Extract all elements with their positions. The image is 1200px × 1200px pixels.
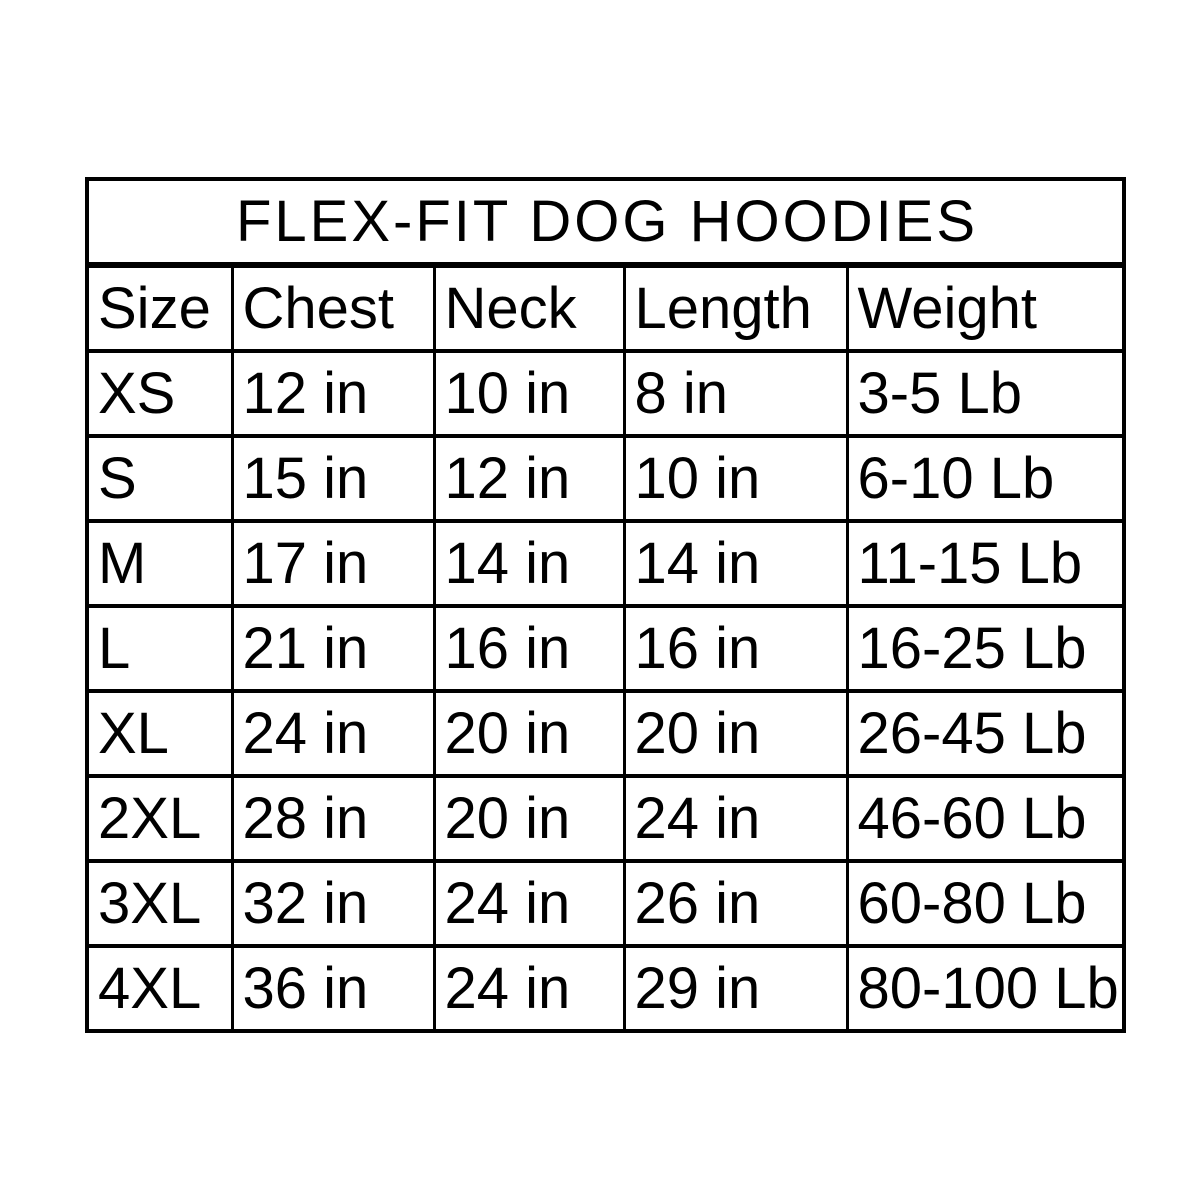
table-cell: 16-25 Lb	[845, 604, 1126, 693]
table-cell: 12 in	[230, 349, 436, 438]
table-row-3xl: 3XL 32 in 24 in 26 in 60-80 Lb	[85, 859, 1126, 948]
table-cell: 21 in	[230, 604, 436, 693]
table-cell: 8 in	[622, 349, 849, 438]
table-row-m: M 17 in 14 in 14 in 11-15 Lb	[85, 519, 1126, 608]
table-cell: 26-45 Lb	[845, 689, 1126, 778]
table-cell: 15 in	[230, 434, 436, 523]
table-cell: XS	[85, 349, 234, 438]
table-cell: 26 in	[622, 859, 849, 948]
table-cell: 17 in	[230, 519, 436, 608]
table-cell: 3XL	[85, 859, 234, 948]
column-header-weight: Weight	[845, 263, 1126, 353]
table-cell: 24 in	[622, 774, 849, 863]
table-cell: 80-100 Lb	[845, 944, 1126, 1033]
table-cell: 2XL	[85, 774, 234, 863]
table-cell: 10 in	[622, 434, 849, 523]
table-cell: 24 in	[432, 859, 626, 948]
table-cell: 32 in	[230, 859, 436, 948]
column-header-length: Length	[622, 263, 849, 353]
table-cell: 14 in	[622, 519, 849, 608]
column-header-size: Size	[85, 263, 234, 353]
table-cell: 60-80 Lb	[845, 859, 1126, 948]
table-cell: 20 in	[432, 774, 626, 863]
table-row-2xl: 2XL 28 in 20 in 24 in 46-60 Lb	[85, 774, 1126, 863]
table-cell: S	[85, 434, 234, 523]
table-row-xs: XS 12 in 10 in 8 in 3-5 Lb	[85, 349, 1126, 438]
header-row: Size Chest Neck Length Weight	[85, 263, 1126, 353]
table-row-xl: XL 24 in 20 in 20 in 26-45 Lb	[85, 689, 1126, 778]
table-cell: 12 in	[432, 434, 626, 523]
table-cell: M	[85, 519, 234, 608]
table-cell: 24 in	[230, 689, 436, 778]
table-cell: XL	[85, 689, 234, 778]
table-cell: 16 in	[622, 604, 849, 693]
table-cell: 36 in	[230, 944, 436, 1033]
table-cell: 20 in	[622, 689, 849, 778]
chart-title: FLEX-FIT DOG HOODIES	[85, 177, 1126, 268]
table-row-4xl: 4XL 36 in 24 in 29 in 80-100 Lb	[85, 944, 1126, 1033]
title-row: FLEX-FIT DOG HOODIES	[85, 177, 1126, 268]
table-cell: 3-5 Lb	[845, 349, 1126, 438]
table-cell: 10 in	[432, 349, 626, 438]
column-header-neck: Neck	[432, 263, 626, 353]
table-cell: 6-10 Lb	[845, 434, 1126, 523]
table-row-s: S 15 in 12 in 10 in 6-10 Lb	[85, 434, 1126, 523]
table-cell: 29 in	[622, 944, 849, 1033]
size-chart-table: FLEX-FIT DOG HOODIES Size Chest Neck Length…	[85, 177, 1127, 1033]
table-cell: 4XL	[85, 944, 234, 1033]
table-cell: 11-15 Lb	[845, 519, 1126, 608]
table-cell: L	[85, 604, 234, 693]
table-cell: 20 in	[432, 689, 626, 778]
table-cell: 16 in	[432, 604, 626, 693]
table-row-l: L 21 in 16 in 16 in 16-25 Lb	[85, 604, 1126, 693]
table-cell: 24 in	[432, 944, 626, 1033]
column-header-chest: Chest	[230, 263, 436, 353]
table-cell: 46-60 Lb	[845, 774, 1126, 863]
table-cell: 28 in	[230, 774, 436, 863]
table-cell: 14 in	[432, 519, 626, 608]
